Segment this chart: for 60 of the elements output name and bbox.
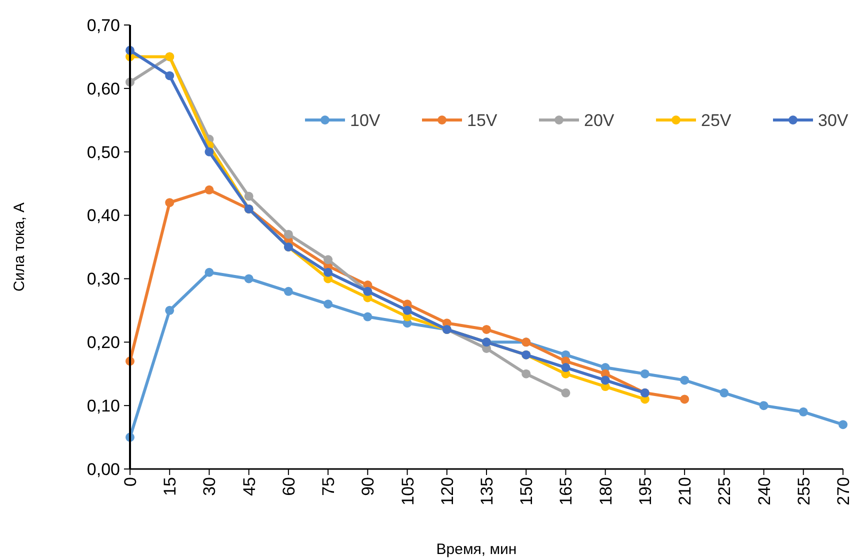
x-tick-label: 195 xyxy=(636,477,655,506)
legend-label: 20V xyxy=(584,110,615,130)
point xyxy=(284,230,293,239)
y-tick-label: 0,40 xyxy=(86,206,120,226)
x-tick-label: 120 xyxy=(438,477,457,506)
x-tick-label: 135 xyxy=(478,477,496,506)
x-tick-label: 240 xyxy=(754,477,774,506)
x-tick-label: 165 xyxy=(556,477,576,506)
point xyxy=(165,198,174,208)
point xyxy=(640,369,650,378)
point xyxy=(204,268,214,277)
x-tick-label: 15 xyxy=(160,477,180,496)
point xyxy=(680,394,690,404)
point xyxy=(522,369,531,378)
point xyxy=(165,71,174,80)
point xyxy=(482,324,491,334)
legend-label: 15V xyxy=(467,110,498,130)
y-tick-label: 0,50 xyxy=(86,142,120,162)
x-tick-label: 180 xyxy=(596,477,616,506)
y-axis-title: Сила тока, А xyxy=(11,202,28,292)
point xyxy=(204,185,214,194)
point xyxy=(324,255,333,264)
point xyxy=(680,376,690,385)
point xyxy=(363,312,372,322)
point xyxy=(244,274,254,284)
y-tick-label: 0,00 xyxy=(86,460,120,479)
legend-label: 10V xyxy=(350,110,381,130)
x-tick-label: 270 xyxy=(834,477,853,506)
x-tick-label: 75 xyxy=(319,477,338,496)
point xyxy=(165,306,174,315)
x-tick-label: 60 xyxy=(279,477,298,496)
point xyxy=(284,286,293,296)
x-tick-label: 255 xyxy=(794,477,814,506)
point xyxy=(600,376,610,385)
x-tick-label: 45 xyxy=(240,477,259,496)
x-tick-label: 90 xyxy=(358,477,378,496)
x-tick-label: 225 xyxy=(715,477,734,506)
point xyxy=(324,300,333,309)
x-tick-label: 210 xyxy=(676,477,695,506)
point xyxy=(204,147,214,156)
y-tick-label: 0,30 xyxy=(86,270,120,289)
legend-label: 30V xyxy=(818,110,849,130)
point xyxy=(720,388,729,398)
legend-label: 25V xyxy=(701,110,732,130)
point xyxy=(561,388,570,398)
point xyxy=(798,407,808,416)
x-axis-title: Время, мин xyxy=(436,541,517,558)
y-tick-label: 0,70 xyxy=(86,16,120,35)
point xyxy=(838,420,848,430)
point xyxy=(244,192,254,201)
y-tick-label: 0,20 xyxy=(86,333,120,352)
point xyxy=(759,401,768,410)
y-tick-label: 0,10 xyxy=(86,396,120,416)
y-tick-label: 0,60 xyxy=(86,79,120,98)
x-tick-label: 30 xyxy=(200,477,220,496)
x-tick-label: 0 xyxy=(121,477,140,486)
x-tick-label: 150 xyxy=(517,477,536,506)
point xyxy=(324,268,333,277)
point xyxy=(561,363,570,372)
x-tick-label: 105 xyxy=(398,477,418,506)
